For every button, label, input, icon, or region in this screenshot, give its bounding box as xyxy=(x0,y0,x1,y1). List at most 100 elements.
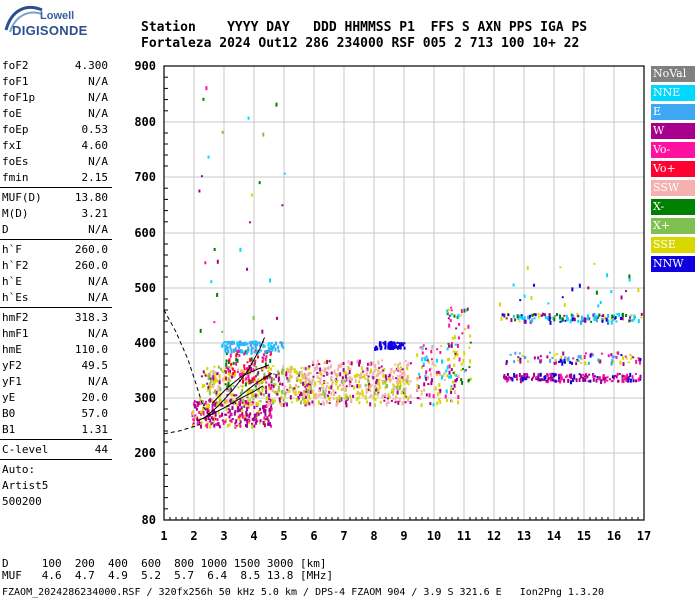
echo-point xyxy=(576,312,579,317)
echo-point xyxy=(244,382,247,387)
echo-point xyxy=(234,422,237,425)
echo-point xyxy=(215,422,218,426)
echo-point xyxy=(404,390,407,395)
echo-point xyxy=(231,367,234,371)
echo-point xyxy=(339,364,342,369)
echo-point xyxy=(602,377,605,381)
echo-point xyxy=(263,408,266,413)
echo-point xyxy=(625,380,628,383)
echo-point xyxy=(397,389,400,392)
echo-point xyxy=(369,371,372,375)
echo-point xyxy=(340,379,343,384)
echo-point xyxy=(333,369,336,373)
echo-point xyxy=(453,335,456,340)
echo-point xyxy=(553,317,556,322)
echo-point xyxy=(404,387,407,391)
echo-point xyxy=(256,378,259,381)
echo-point xyxy=(402,343,405,347)
echo-point xyxy=(531,313,534,317)
echo-point xyxy=(275,373,278,378)
echo-point xyxy=(246,418,249,423)
echo-point xyxy=(384,346,387,350)
x-trace xyxy=(211,364,270,404)
echo-point xyxy=(455,350,458,354)
echo-point xyxy=(335,373,338,377)
echo-point xyxy=(268,376,271,380)
echo-point xyxy=(251,401,254,404)
echo-point xyxy=(209,386,212,389)
echo-point xyxy=(390,341,393,346)
echo-point xyxy=(248,388,251,392)
echo-point xyxy=(454,354,457,357)
echo-point xyxy=(215,378,218,382)
echo-point xyxy=(402,400,405,404)
echo-point xyxy=(604,376,607,381)
echo-point xyxy=(274,347,277,352)
param-separator xyxy=(0,459,112,460)
echo-point xyxy=(611,379,614,382)
echo-point xyxy=(308,402,311,406)
echo-point xyxy=(345,393,348,396)
echo-point xyxy=(356,393,359,396)
echo-point xyxy=(583,378,586,382)
param-value: N/A xyxy=(88,223,108,236)
echo-point xyxy=(429,372,432,377)
echo-point xyxy=(352,394,355,398)
echo-point xyxy=(336,374,339,378)
echo-point xyxy=(393,387,396,390)
echo-point xyxy=(218,414,221,418)
parameter-panel: foF2 4.300 foF1 N/A foF1p N/A foE N/A foEp 0.53 fx… xyxy=(0,58,112,510)
echo-point xyxy=(421,357,424,362)
echo-point xyxy=(403,370,406,375)
echo-point xyxy=(213,374,216,378)
echo-point xyxy=(555,358,558,362)
echo-point xyxy=(330,379,333,382)
digisonde-logo-icon xyxy=(4,6,43,33)
echo-point xyxy=(553,353,556,356)
echo-point xyxy=(212,376,215,381)
echo-point xyxy=(226,399,229,404)
echo-point xyxy=(549,372,552,376)
echo-point xyxy=(455,327,458,330)
echo-point xyxy=(217,365,220,369)
echo-point xyxy=(239,414,242,418)
echo-point xyxy=(293,387,296,390)
echo-point xyxy=(256,394,259,397)
echo-point xyxy=(384,387,387,390)
echo-point xyxy=(423,388,426,392)
echo-point xyxy=(254,421,257,425)
echo-point xyxy=(451,380,454,384)
echo-point xyxy=(378,382,381,386)
echo-point xyxy=(235,398,238,402)
echo-point xyxy=(450,309,453,312)
echo-point xyxy=(234,347,237,351)
param-value: N/A xyxy=(88,375,108,388)
echo-point xyxy=(390,399,393,402)
echo-point xyxy=(612,360,615,364)
echo-point xyxy=(554,373,557,377)
echo-point xyxy=(290,386,293,389)
echo-point xyxy=(543,375,546,380)
echo-point xyxy=(591,353,594,357)
echo-point xyxy=(324,387,327,392)
echo-point xyxy=(448,344,451,348)
echo-point xyxy=(221,370,224,373)
echo-point xyxy=(635,359,638,364)
echo-point xyxy=(436,392,439,397)
echo-point xyxy=(202,410,205,414)
echo-point xyxy=(217,422,220,427)
echo-point xyxy=(192,422,195,425)
echo-point xyxy=(379,347,382,351)
echo-point xyxy=(601,319,604,323)
echo-point xyxy=(376,347,379,351)
echo-point xyxy=(567,356,570,361)
echo-point xyxy=(564,319,567,322)
echo-point xyxy=(280,402,283,407)
echo-point xyxy=(214,400,217,403)
echo-point xyxy=(311,389,314,394)
echo-point xyxy=(208,372,211,377)
echo-point xyxy=(627,379,630,383)
echo-point xyxy=(243,364,246,369)
echo-point xyxy=(367,388,370,392)
echo-point xyxy=(409,400,412,404)
